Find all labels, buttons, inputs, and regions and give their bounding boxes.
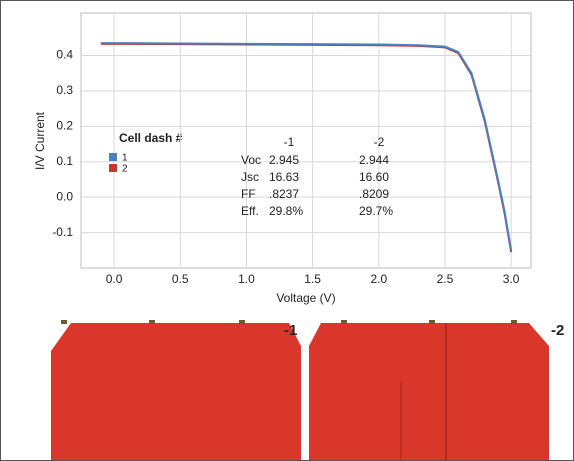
- chart: -1 -2 Voltage (V) I/V Current Cell dash …: [1, 1, 573, 460]
- x-tick-label: 2.0: [370, 272, 387, 286]
- table-header: -1: [284, 135, 295, 149]
- figure: -1 -2 Voltage (V) I/V Current Cell dash …: [0, 0, 574, 461]
- image-label: -2: [551, 322, 564, 339]
- y-tick-label: 0.4: [56, 48, 73, 62]
- table-cell: Jsc: [241, 170, 259, 184]
- legend-swatch: [109, 153, 117, 161]
- table-cell: Eff.: [241, 204, 259, 218]
- y-axis-label: I/V Current: [33, 111, 47, 170]
- legend-label: 2: [122, 164, 128, 175]
- legend-label: 1: [122, 153, 128, 164]
- image-label: -1: [284, 322, 297, 339]
- cell-photo: [309, 320, 549, 460]
- x-tick-label: 1.0: [238, 272, 255, 286]
- y-tick-label: 0.3: [56, 83, 73, 97]
- contact: [61, 320, 67, 324]
- table-cell: 29.7%: [359, 204, 393, 218]
- contact: [511, 320, 517, 324]
- x-tick-label: 1.5: [304, 272, 321, 286]
- contact: [429, 320, 435, 324]
- table-cell: 2.944: [359, 153, 389, 167]
- table-cell: 29.8%: [269, 204, 303, 218]
- cell-2: [309, 323, 549, 460]
- y-tick-label: 0.2: [56, 119, 73, 133]
- x-axis-label: Voltage (V): [276, 291, 335, 305]
- y-tick-label: 0.1: [56, 154, 73, 168]
- table-cell: .8209: [359, 187, 389, 201]
- table-cell: 2.945: [269, 153, 299, 167]
- table-cell: 16.60: [359, 170, 389, 184]
- x-tick-label: 0.0: [106, 272, 123, 286]
- table-cell: Voc: [241, 153, 261, 167]
- table-cell: .8237: [269, 187, 299, 201]
- contact: [149, 320, 155, 324]
- x-tick-label: 2.5: [437, 272, 454, 286]
- x-tick-label: 0.5: [172, 272, 189, 286]
- cell-photo: [51, 320, 301, 460]
- contact: [239, 320, 245, 324]
- table-header: -2: [374, 135, 385, 149]
- table-cell: 16.63: [269, 170, 299, 184]
- y-tick-label: 0.0: [56, 189, 73, 203]
- contact: [341, 320, 347, 324]
- x-tick-label: 3.0: [503, 272, 520, 286]
- table-cell: FF: [241, 187, 256, 201]
- cell-1: [51, 323, 301, 460]
- legend-swatch: [109, 164, 117, 172]
- y-tick-label: -0.1: [52, 225, 73, 239]
- legend-title: Cell dash #: [119, 131, 183, 145]
